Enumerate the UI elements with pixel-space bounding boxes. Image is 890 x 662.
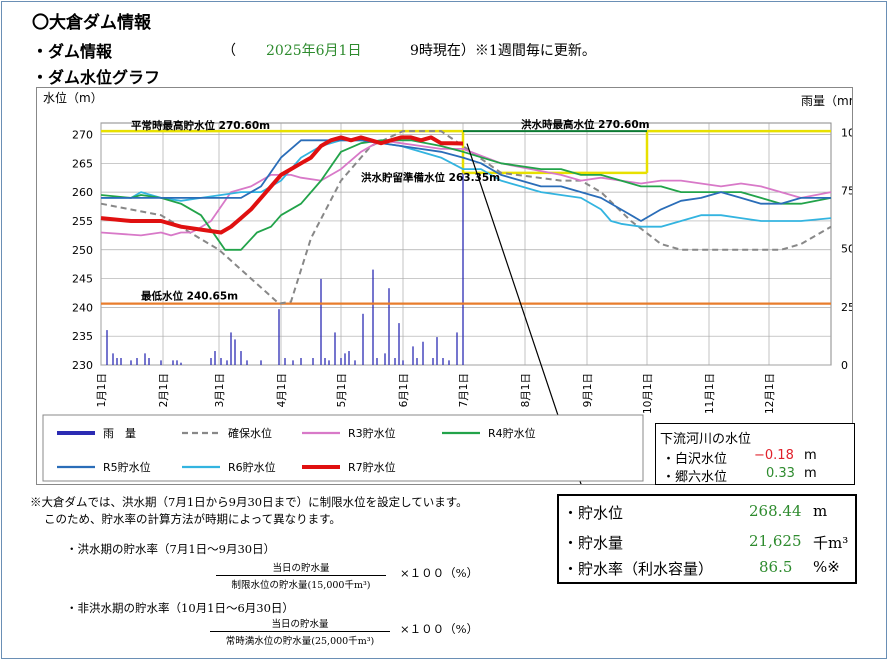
x-tick-label: 7月1日 bbox=[458, 373, 470, 407]
note-line-1: ※大倉ダムでは、洪水期（7月1日から9月30日まで）に制限水位を設定しています。 bbox=[30, 495, 468, 509]
ref-label-flood-max: 洪水時最高水位 270.60m bbox=[521, 118, 650, 131]
y-tick-label: 255 bbox=[72, 215, 93, 228]
ref-label-flood-storage: 洪水貯留準備水位 263.35m bbox=[361, 171, 500, 184]
reservoir-stats-box: ・貯水位 268.44 m ・貯水量 21,625 千m³ ・貯水率（利水容量）… bbox=[557, 494, 857, 584]
river-name: ・白沢水位 bbox=[662, 452, 728, 467]
y-axis-title: 水位（m） bbox=[43, 90, 103, 105]
legend-label-r5: R5貯水位 bbox=[103, 460, 151, 474]
water-level-chart: 230 235 240 245 250 255 260 265 270 0 25 50 75 100 1月1… bbox=[42, 90, 872, 497]
update-date: 2025年6月1日 bbox=[266, 43, 362, 59]
paren-open: （ bbox=[222, 43, 236, 59]
flood-fraction: 当日の貯水量 制限水位の貯水量(15,000千m³) bbox=[216, 560, 386, 591]
chart-container: 230 235 240 245 250 255 260 265 270 0 25 50 75 100 1月1… bbox=[36, 87, 872, 497]
y2-tick-label: 75 bbox=[841, 184, 852, 197]
nonflood-fraction: 当日の貯水量 常時満水位の貯水量(25,000千m³) bbox=[210, 616, 390, 647]
legend-label-r6: R6貯水位 bbox=[228, 460, 276, 474]
y-tick-label: 245 bbox=[72, 273, 93, 286]
x-tick-label: 4月1日 bbox=[276, 373, 288, 407]
flood-numerator: 当日の貯水量 bbox=[216, 560, 386, 576]
y2-tick-label: 25 bbox=[841, 301, 852, 314]
x-tick-label: 1月1日 bbox=[96, 373, 108, 407]
flood-denominator: 制限水位の貯水量(15,000千m³) bbox=[231, 580, 371, 591]
x-tick-label: 5月1日 bbox=[336, 373, 348, 407]
series-line-r5 bbox=[101, 139, 831, 222]
note-line-2: このため、貯水率の計算方法が時期によって異なります。 bbox=[44, 512, 341, 526]
y-tick-label: 250 bbox=[72, 244, 93, 257]
y-tick-label: 230 bbox=[72, 359, 93, 372]
x-tick-label: 3月1日 bbox=[214, 373, 226, 407]
dam-info-label: ・ダム情報 bbox=[32, 42, 113, 61]
y-tick-label: 240 bbox=[72, 301, 93, 314]
flood-period-title: ・洪水期の貯水率（7月1日～9月30日） bbox=[66, 542, 276, 556]
series-line-secure bbox=[100, 130, 832, 305]
river-value: 0.33 bbox=[766, 466, 795, 481]
river-value: −0.18 bbox=[754, 448, 794, 463]
page-title: 〇大倉ダム情報 bbox=[32, 13, 151, 33]
y2-tick-label: 50 bbox=[841, 243, 852, 256]
legend-label-rain: 雨 量 bbox=[103, 427, 136, 440]
update-time-note: 9時現在）※1週間毎に更新。 bbox=[410, 43, 596, 59]
nonflood-numerator: 当日の貯水量 bbox=[210, 616, 390, 632]
series-line-r6 bbox=[101, 139, 832, 228]
nonflood-period-title: ・非洪水期の貯水率（10月1日～6月30日） bbox=[66, 601, 294, 615]
flood-multiplier: ×１００（%） bbox=[400, 566, 479, 580]
y-tick-label: 235 bbox=[72, 330, 93, 343]
graph-label: ・ダム水位グラフ bbox=[32, 68, 161, 87]
nonflood-multiplier: ×１００（%） bbox=[400, 622, 479, 636]
x-tick-label: 6月1日 bbox=[398, 373, 410, 407]
x-tick-label: 10月1日 bbox=[642, 373, 654, 414]
y2-tick-label: 0 bbox=[841, 359, 848, 372]
stat-label: ・貯水位 bbox=[563, 504, 624, 522]
x-tick-label: 8月1日 bbox=[520, 373, 532, 407]
river-level-box: 下流河川の水位 ・白沢水位 −0.18 m ・郷六水位 0.33 m bbox=[655, 423, 855, 485]
ref-label-min-level: 最低水位 240.65m bbox=[141, 290, 238, 303]
legend-label-r7: R7貯水位 bbox=[348, 460, 396, 474]
stat-label: ・貯水率（利水容量） bbox=[563, 560, 714, 578]
stat-value: 21,625 bbox=[749, 532, 802, 550]
stat-unit: m bbox=[813, 502, 828, 520]
x-tick-label: 11月1日 bbox=[704, 373, 716, 414]
y-tick-label: 270 bbox=[72, 129, 93, 142]
x-tick-label: 2月1日 bbox=[158, 373, 170, 407]
y-tick-label: 265 bbox=[72, 157, 93, 170]
nonflood-denominator: 常時満水位の貯水量(25,000千m³) bbox=[225, 636, 375, 647]
legend-label-r3: R3貯水位 bbox=[348, 426, 396, 440]
river-title: 下流河川の水位 bbox=[660, 432, 752, 447]
stat-unit: %※ bbox=[813, 558, 840, 576]
y2-tick-label: 100 bbox=[841, 126, 852, 139]
x-tick-label: 9月1日 bbox=[582, 373, 594, 407]
stat-label: ・貯水量 bbox=[563, 534, 624, 552]
y2-axis-title: 雨量（mm） bbox=[801, 94, 852, 108]
river-unit: m bbox=[804, 466, 817, 481]
river-name: ・郷六水位 bbox=[662, 470, 728, 485]
legend-box bbox=[42, 414, 644, 482]
stat-value: 268.44 bbox=[749, 502, 802, 520]
series-line-r4 bbox=[100, 139, 832, 251]
series-line-r7 bbox=[100, 135, 464, 235]
legend-label-r4: R4貯水位 bbox=[488, 426, 536, 440]
x-tick-label: 12月1日 bbox=[764, 373, 776, 414]
legend-label-secure: 確保水位 bbox=[228, 426, 272, 440]
river-unit: m bbox=[804, 448, 817, 463]
ref-label-normal-max: 平常時最高貯水位 270.60m bbox=[131, 119, 270, 132]
stat-unit: 千m³ bbox=[813, 534, 849, 552]
stat-value: 86.5 bbox=[759, 558, 793, 576]
y-tick-label: 260 bbox=[72, 186, 93, 199]
